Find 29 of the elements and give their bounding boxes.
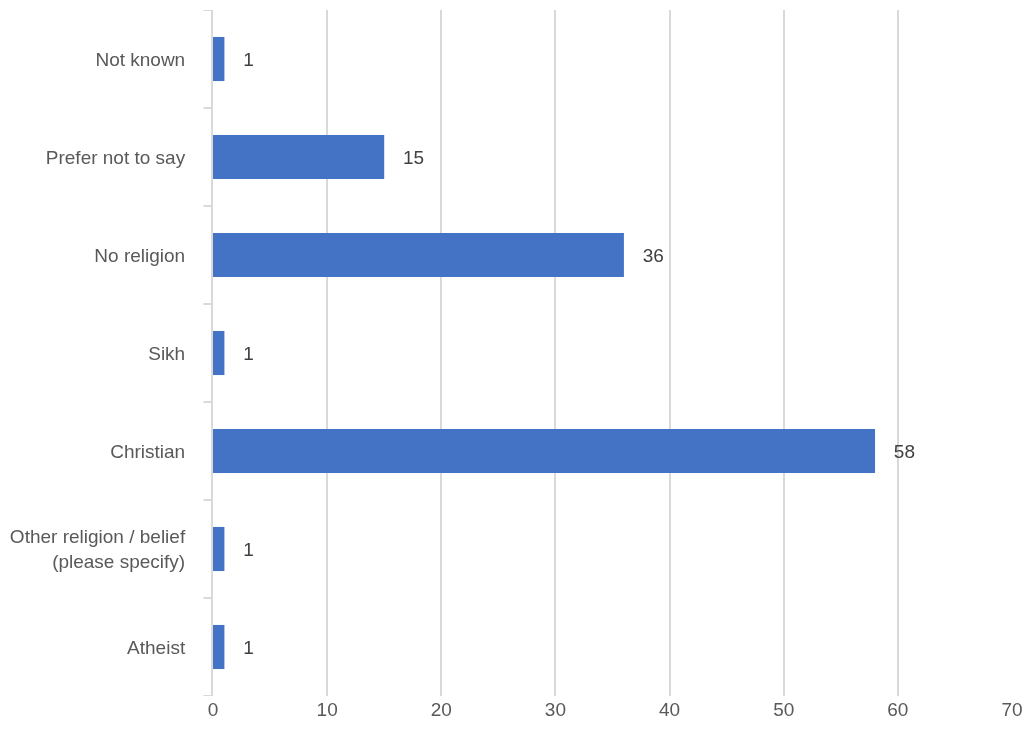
- bar: [213, 330, 225, 376]
- x-tick-label: 70: [1001, 699, 1023, 720]
- x-tick-label: 30: [544, 699, 566, 720]
- data-label: 58: [878, 440, 916, 462]
- bar: [213, 526, 225, 572]
- x-tick-label: 60: [887, 699, 909, 720]
- bar: [213, 232, 624, 278]
- bar: [213, 134, 385, 180]
- y-tick-label: No religion: [94, 244, 186, 266]
- y-tick-label: Christian: [110, 440, 186, 462]
- y-tick-label: Not known: [95, 48, 186, 70]
- x-tick-label: 50: [773, 699, 795, 720]
- x-tick-label: 40: [659, 699, 681, 720]
- data-label: 1: [227, 48, 254, 70]
- bar: [213, 624, 225, 670]
- x-tick-label: 0: [207, 699, 219, 720]
- y-tick-label: Atheist: [127, 636, 186, 658]
- data-label: 1: [227, 636, 254, 658]
- x-tick-label: 20: [430, 699, 452, 720]
- y-tick-label: Other religion / belief (please specify): [9, 526, 186, 572]
- bar: [213, 36, 225, 82]
- y-tick-label: Prefer not to say: [45, 146, 186, 168]
- data-label: 36: [626, 244, 664, 266]
- x-tick-label: 10: [316, 699, 338, 720]
- bar: [213, 428, 876, 474]
- data-label: 15: [387, 146, 425, 168]
- data-label: 1: [227, 342, 254, 364]
- data-label: 1: [227, 538, 254, 560]
- y-tick-label: Sikh: [148, 342, 186, 364]
